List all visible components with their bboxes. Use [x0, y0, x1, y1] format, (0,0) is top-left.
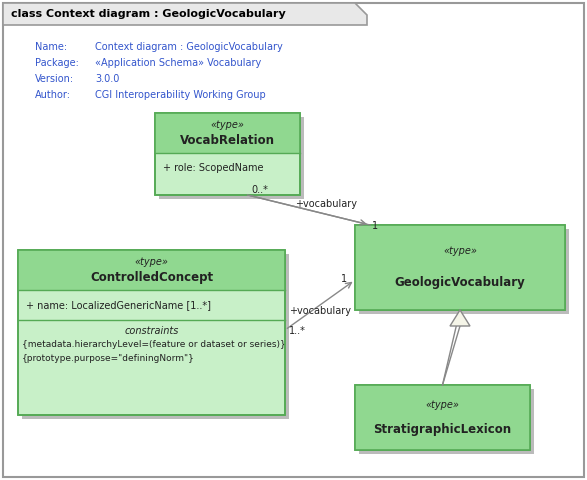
Bar [22, 254, 289, 419]
Text: {prototype.purpose="definingNorm"}: {prototype.purpose="definingNorm"} [22, 354, 195, 363]
Text: CGI Interoperability Working Group: CGI Interoperability Working Group [95, 90, 266, 100]
Text: «type»: «type» [443, 245, 477, 255]
Text: GeologicVocabulary: GeologicVocabulary [394, 276, 525, 289]
Text: 1..*: 1..* [289, 326, 306, 336]
Text: 0..*: 0..* [251, 185, 268, 195]
Text: StratigraphicLexicon: StratigraphicLexicon [373, 423, 511, 436]
Text: Version:: Version: [35, 74, 74, 84]
Text: 1: 1 [372, 221, 378, 231]
Text: «type»: «type» [426, 399, 460, 409]
Text: 3.0.0: 3.0.0 [95, 74, 119, 84]
Bar [18, 250, 285, 415]
Text: {metadata.hierarchyLevel=(feature or dataset or series)}: {metadata.hierarchyLevel=(feature or dat… [22, 340, 286, 349]
Text: «Application Schema» Vocabulary: «Application Schema» Vocabulary [95, 58, 261, 68]
Bar [155, 113, 300, 195]
Text: + name: LocalizedGenericName [1..*]: + name: LocalizedGenericName [1..*] [26, 300, 211, 310]
Text: Context diagram : GeologicVocabulary: Context diagram : GeologicVocabulary [95, 42, 283, 52]
Polygon shape [3, 3, 367, 25]
Bar [355, 225, 565, 310]
Bar [155, 113, 300, 195]
Text: «type»: «type» [211, 120, 244, 130]
Text: +vocabulary: +vocabulary [295, 199, 357, 209]
Text: Package:: Package: [35, 58, 79, 68]
Text: Author:: Author: [35, 90, 71, 100]
Text: class Context diagram : GeologicVocabulary: class Context diagram : GeologicVocabula… [11, 9, 286, 19]
Text: «type»: «type» [134, 257, 168, 267]
Text: ControlledConcept: ControlledConcept [90, 271, 213, 284]
Text: +vocabulary: +vocabulary [289, 306, 351, 316]
Text: 1: 1 [341, 274, 347, 284]
Bar [159, 117, 304, 199]
Text: + role: ScopedName: + role: ScopedName [163, 163, 264, 173]
Text: VocabRelation: VocabRelation [180, 134, 275, 147]
Text: Name:: Name: [35, 42, 67, 52]
Bar [355, 225, 565, 310]
Bar [355, 225, 565, 310]
Bar [359, 389, 534, 454]
Polygon shape [450, 310, 470, 326]
Bar [355, 385, 530, 450]
Bar [355, 385, 530, 450]
Bar [155, 113, 300, 153]
Text: constraints: constraints [124, 326, 178, 336]
Bar [355, 385, 530, 450]
Bar [18, 250, 285, 415]
Bar [359, 229, 569, 314]
Bar [18, 250, 285, 290]
